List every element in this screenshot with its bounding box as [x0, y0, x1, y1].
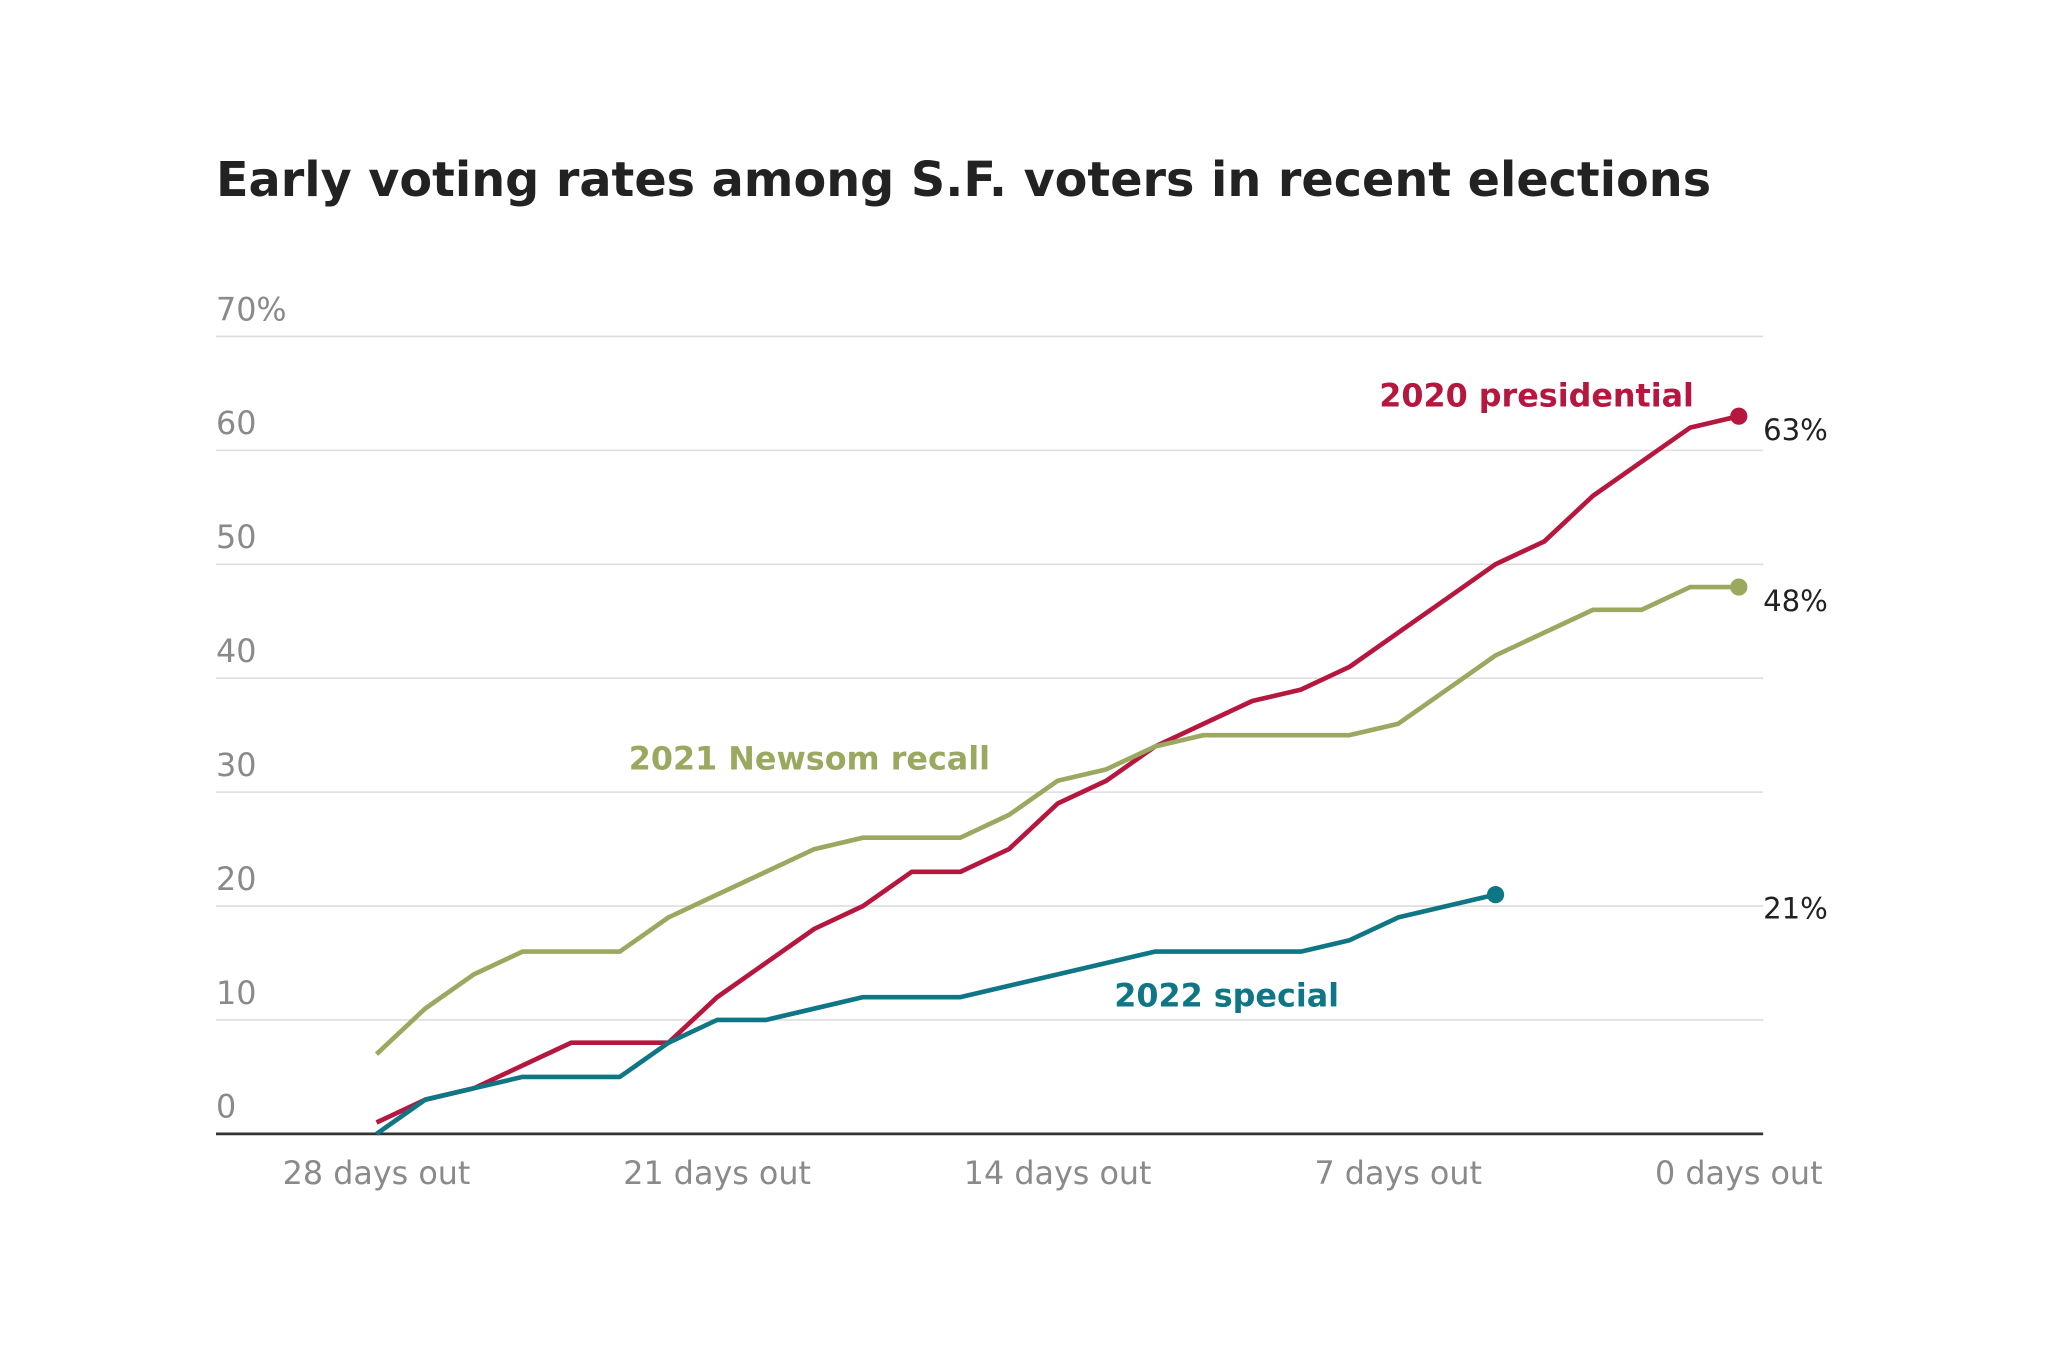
- x-tick-label: 0 days out: [1655, 1155, 1823, 1192]
- y-tick-label: 40: [216, 633, 256, 670]
- y-tick-label: 70%: [216, 291, 287, 328]
- chart-title: Early voting rates among S.F. voters in …: [216, 153, 1711, 208]
- end-dot: [1486, 886, 1505, 904]
- x-tick-label: 21 days out: [623, 1155, 811, 1192]
- value-label: 63%: [1763, 413, 1828, 447]
- series-line: [375, 892, 1497, 1136]
- y-tick-label: 30: [216, 747, 256, 784]
- value-label: 21%: [1763, 892, 1828, 926]
- y-tick-label: 20: [216, 861, 256, 898]
- end-dot: [1730, 407, 1748, 425]
- x-tick-label: 28 days out: [283, 1155, 471, 1192]
- y-tick-label: 10: [216, 975, 256, 1012]
- x-tick-label: 7 days out: [1314, 1155, 1482, 1192]
- y-tick-label: 0: [216, 1089, 236, 1126]
- x-tick-label: 14 days out: [964, 1155, 1152, 1192]
- series-line: [374, 584, 1739, 1056]
- y-tick-label: 50: [216, 519, 256, 556]
- y-tick-label: 60: [216, 405, 256, 442]
- series-line: [375, 413, 1740, 1125]
- value-label: 48%: [1763, 584, 1828, 618]
- series-label: 2021 Newsom recall: [629, 740, 990, 777]
- series-label: 2022 special: [1114, 977, 1339, 1014]
- series-label: 2020 presidential: [1379, 377, 1694, 414]
- end-dot: [1730, 578, 1748, 596]
